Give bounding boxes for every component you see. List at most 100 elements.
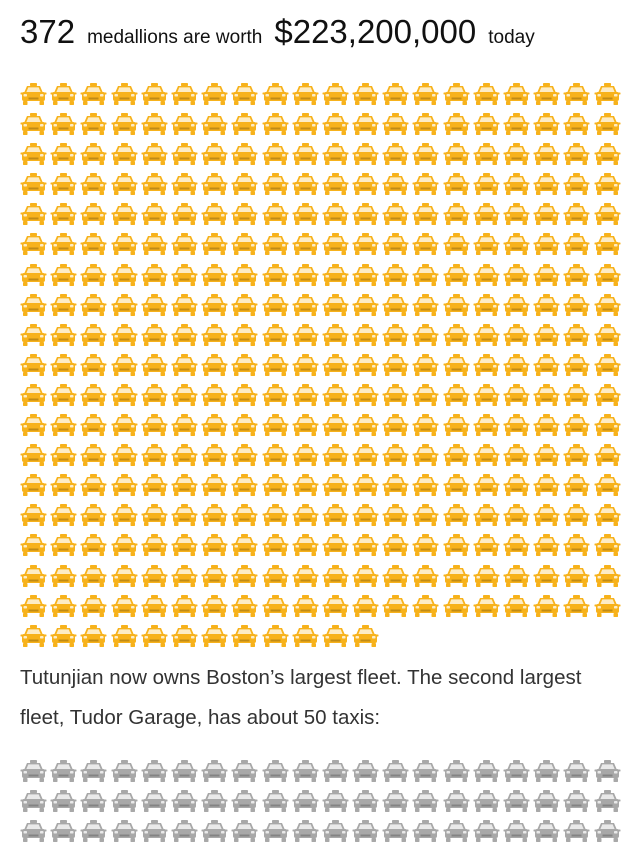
taxi-icon xyxy=(231,231,258,258)
taxi-icon xyxy=(443,563,470,590)
taxi-icon xyxy=(594,532,621,559)
taxi-icon xyxy=(443,758,470,785)
taxi-icon xyxy=(171,412,198,439)
comparison-icon-grid xyxy=(20,758,621,845)
taxi-icon xyxy=(352,472,379,499)
taxi-icon xyxy=(503,111,530,138)
taxi-icon xyxy=(292,292,319,319)
taxi-icon xyxy=(141,532,168,559)
taxi-icon xyxy=(50,201,77,228)
taxi-icon xyxy=(533,382,560,409)
taxi-icon xyxy=(563,818,590,845)
taxi-icon xyxy=(231,623,258,650)
taxi-icon xyxy=(201,171,228,198)
taxi-icon xyxy=(594,442,621,469)
taxi-icon xyxy=(412,412,439,439)
taxi-icon xyxy=(292,262,319,289)
taxi-icon xyxy=(262,758,289,785)
taxi-icon xyxy=(50,563,77,590)
taxi-icon xyxy=(443,593,470,620)
taxi-icon xyxy=(111,472,138,499)
taxi-icon xyxy=(382,472,409,499)
taxi-icon xyxy=(563,593,590,620)
taxi-icon xyxy=(80,412,107,439)
taxi-icon xyxy=(20,472,47,499)
taxi-icon xyxy=(563,563,590,590)
taxi-icon xyxy=(473,472,500,499)
taxi-icon xyxy=(292,623,319,650)
taxi-icon xyxy=(20,593,47,620)
taxi-icon xyxy=(171,442,198,469)
taxi-icon xyxy=(352,442,379,469)
taxi-icon xyxy=(322,502,349,529)
taxi-icon xyxy=(563,171,590,198)
taxi-icon xyxy=(20,231,47,258)
taxi-icon xyxy=(111,623,138,650)
taxi-icon xyxy=(503,141,530,168)
taxi-icon xyxy=(171,231,198,258)
taxi-icon xyxy=(231,472,258,499)
taxi-icon xyxy=(352,532,379,559)
taxi-icon xyxy=(50,262,77,289)
taxi-icon xyxy=(262,231,289,258)
taxi-icon xyxy=(262,818,289,845)
taxi-icon xyxy=(171,532,198,559)
taxi-icon xyxy=(171,472,198,499)
taxi-icon xyxy=(443,352,470,379)
taxi-icon xyxy=(563,442,590,469)
taxi-icon xyxy=(503,818,530,845)
taxi-icon xyxy=(111,171,138,198)
taxi-icon xyxy=(80,352,107,379)
taxi-icon xyxy=(594,141,621,168)
taxi-icon xyxy=(141,81,168,108)
taxi-icon xyxy=(80,81,107,108)
taxi-icon xyxy=(412,141,439,168)
taxi-icon xyxy=(473,262,500,289)
taxi-icon xyxy=(503,352,530,379)
taxi-icon xyxy=(201,788,228,815)
taxi-icon xyxy=(262,502,289,529)
taxi-icon xyxy=(141,141,168,168)
taxi-icon xyxy=(594,322,621,349)
taxi-icon xyxy=(563,81,590,108)
taxi-icon xyxy=(352,502,379,529)
taxi-icon xyxy=(80,623,107,650)
taxi-icon xyxy=(141,623,168,650)
taxi-icon xyxy=(473,141,500,168)
taxi-icon xyxy=(50,111,77,138)
taxi-icon xyxy=(231,532,258,559)
taxi-icon xyxy=(473,502,500,529)
taxi-icon xyxy=(533,352,560,379)
taxi-icon xyxy=(111,563,138,590)
taxi-icon xyxy=(352,382,379,409)
taxi-icon xyxy=(111,442,138,469)
taxi-icon xyxy=(503,472,530,499)
taxi-icon xyxy=(322,623,349,650)
taxi-icon xyxy=(594,111,621,138)
taxi-icon xyxy=(412,111,439,138)
taxi-icon xyxy=(412,352,439,379)
taxi-icon xyxy=(111,322,138,349)
taxi-icon xyxy=(594,262,621,289)
taxi-icon xyxy=(141,442,168,469)
taxi-icon xyxy=(201,201,228,228)
taxi-icon xyxy=(533,412,560,439)
taxi-icon xyxy=(473,758,500,785)
taxi-icon xyxy=(382,532,409,559)
taxi-icon xyxy=(292,412,319,439)
taxi-icon xyxy=(443,322,470,349)
taxi-icon xyxy=(594,563,621,590)
medallion-icon-grid xyxy=(20,81,621,650)
taxi-icon xyxy=(563,352,590,379)
taxi-icon xyxy=(262,171,289,198)
taxi-icon xyxy=(141,352,168,379)
taxi-icon xyxy=(50,593,77,620)
taxi-icon xyxy=(141,171,168,198)
taxi-icon xyxy=(473,818,500,845)
taxi-icon xyxy=(20,442,47,469)
taxi-icon xyxy=(443,442,470,469)
taxi-icon xyxy=(141,412,168,439)
taxi-icon xyxy=(503,502,530,529)
taxi-icon xyxy=(201,81,228,108)
taxi-icon xyxy=(141,593,168,620)
